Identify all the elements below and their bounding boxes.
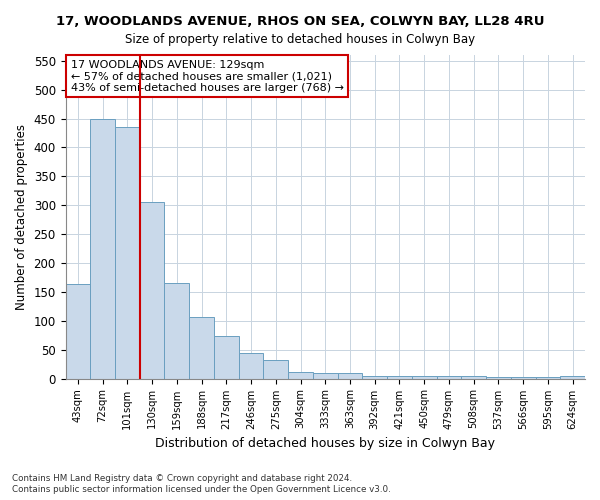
Text: 17, WOODLANDS AVENUE, RHOS ON SEA, COLWYN BAY, LL28 4RU: 17, WOODLANDS AVENUE, RHOS ON SEA, COLWY… (56, 15, 544, 28)
Bar (437, 376, 461, 378)
Text: Contains HM Land Registry data © Crown copyright and database right 2024.
Contai: Contains HM Land Registry data © Crown c… (12, 474, 391, 494)
Bar (214, 336, 239, 378)
Bar (338, 374, 362, 378)
Bar (263, 360, 288, 378)
Bar (140, 202, 164, 378)
Bar (288, 372, 313, 378)
Bar (164, 283, 189, 378)
Bar (560, 376, 585, 378)
Bar (313, 373, 338, 378)
Text: 17 WOODLANDS AVENUE: 129sqm
← 57% of detached houses are smaller (1,021)
43% of : 17 WOODLANDS AVENUE: 129sqm ← 57% of det… (71, 60, 344, 93)
Bar (486, 377, 511, 378)
Bar (461, 376, 486, 378)
Bar (387, 376, 412, 378)
Text: Size of property relative to detached houses in Colwyn Bay: Size of property relative to detached ho… (125, 32, 475, 46)
Y-axis label: Number of detached properties: Number of detached properties (15, 124, 28, 310)
Bar (511, 377, 536, 378)
Bar (189, 318, 214, 378)
Bar (412, 376, 437, 378)
Bar (362, 376, 387, 378)
Bar (65, 284, 90, 378)
Bar (239, 353, 263, 378)
Bar (90, 118, 115, 378)
Bar (115, 127, 140, 378)
X-axis label: Distribution of detached houses by size in Colwyn Bay: Distribution of detached houses by size … (155, 437, 495, 450)
